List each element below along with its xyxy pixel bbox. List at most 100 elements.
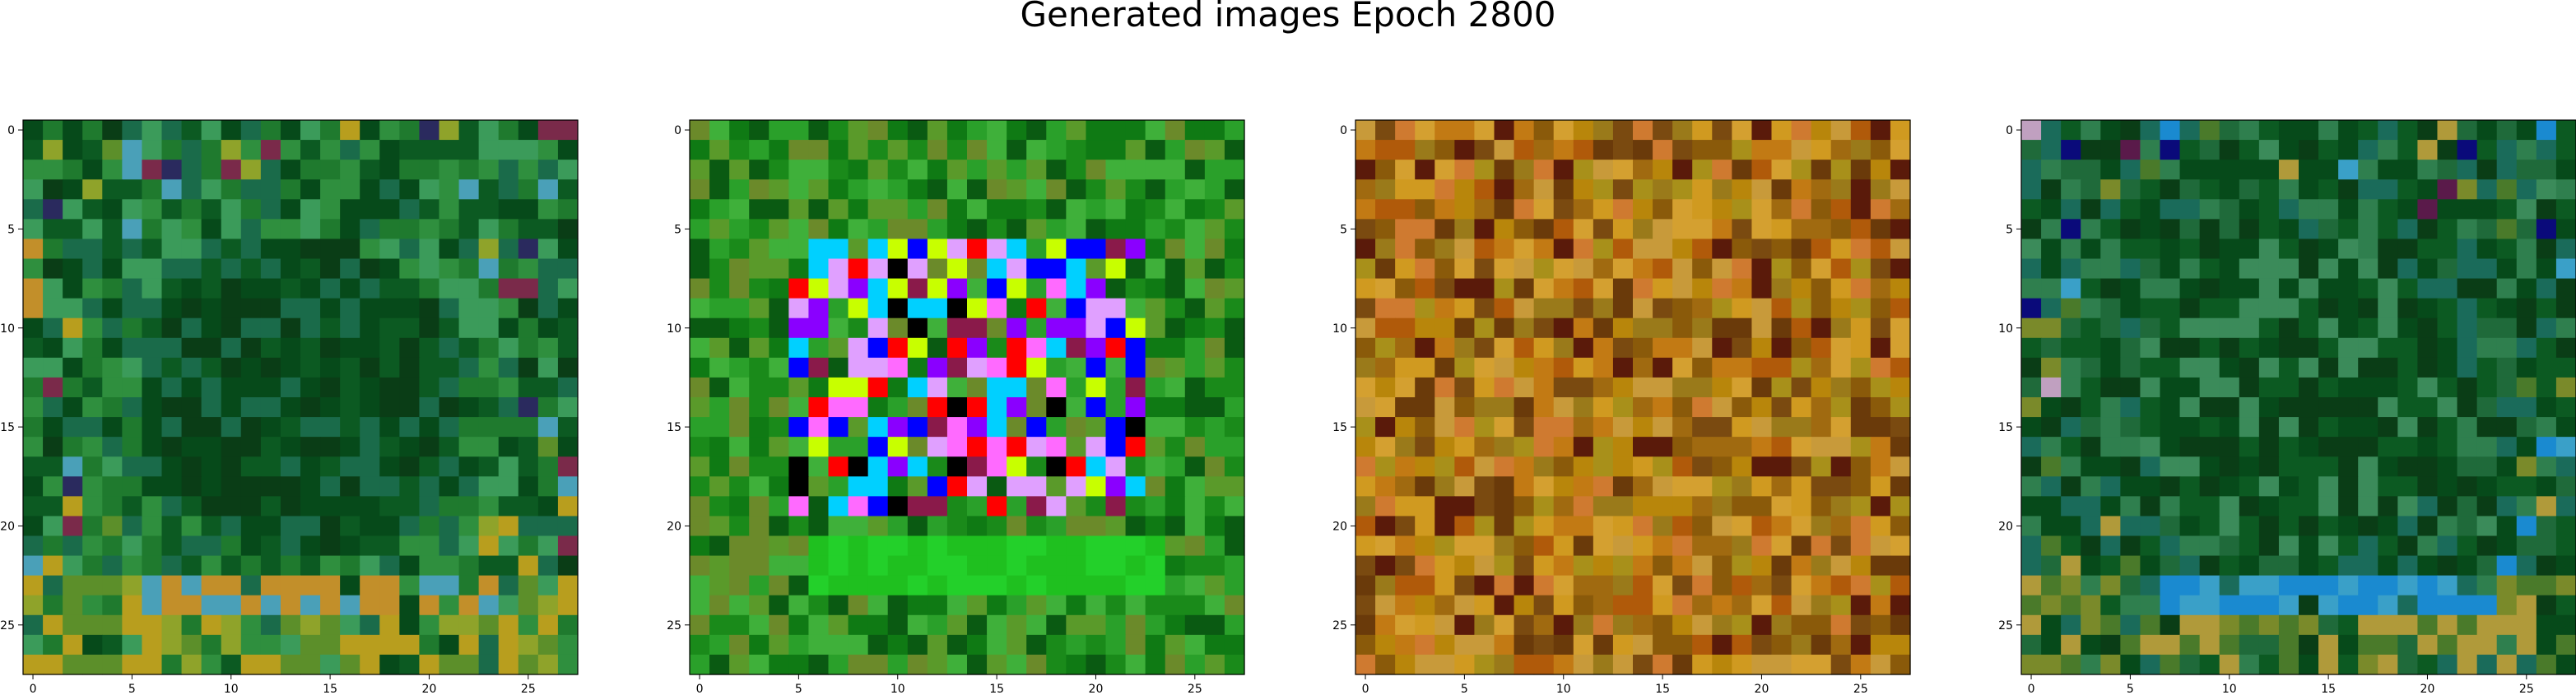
heatmap-cell bbox=[808, 377, 830, 398]
x-tick-label: 25 bbox=[1188, 683, 1202, 695]
heatmap-cell bbox=[709, 219, 730, 240]
heatmap-cell bbox=[2457, 437, 2478, 457]
heatmap-cell bbox=[2100, 317, 2121, 339]
heatmap-cell bbox=[478, 654, 500, 675]
heatmap-cell bbox=[987, 337, 1007, 359]
heatmap-cell bbox=[788, 357, 810, 378]
heatmap-cell bbox=[1046, 258, 1067, 280]
heatmap-cell bbox=[967, 516, 988, 537]
heatmap-cell bbox=[2120, 516, 2141, 537]
heatmap-cell bbox=[690, 199, 710, 220]
heatmap-cell bbox=[2140, 179, 2161, 200]
heatmap-cell bbox=[1573, 516, 1594, 537]
heatmap-cell bbox=[828, 595, 849, 616]
heatmap-cell bbox=[749, 417, 770, 438]
heatmap-cell bbox=[2378, 654, 2398, 675]
heatmap-cell bbox=[1026, 219, 1047, 240]
heatmap-cell bbox=[300, 555, 321, 577]
heatmap-cell bbox=[1712, 278, 1732, 299]
heatmap-cell bbox=[1415, 575, 1435, 596]
heatmap-cell bbox=[2496, 437, 2518, 457]
heatmap-cell bbox=[2081, 357, 2101, 378]
heatmap-cell bbox=[458, 397, 480, 418]
heatmap-cell bbox=[1890, 654, 1911, 675]
heatmap-cell bbox=[2041, 120, 2062, 141]
heatmap-cell bbox=[2041, 555, 2062, 577]
heatmap-cell bbox=[2061, 278, 2081, 299]
heatmap-cell bbox=[1204, 219, 1225, 240]
heatmap-cell bbox=[142, 456, 163, 477]
heatmap-cell bbox=[1870, 535, 1891, 557]
heatmap-cell bbox=[1145, 337, 1166, 359]
heatmap-cell bbox=[23, 219, 44, 240]
heatmap-cell bbox=[221, 456, 242, 477]
heatmap-cell bbox=[1434, 179, 1455, 200]
heatmap-cell bbox=[1066, 337, 1087, 359]
heatmap-cell bbox=[379, 595, 400, 616]
heatmap-cell bbox=[1514, 219, 1535, 240]
heatmap-cell bbox=[808, 575, 830, 596]
heatmap-cell bbox=[848, 377, 869, 398]
heatmap-cell bbox=[23, 140, 44, 160]
heatmap-cell bbox=[1514, 120, 1535, 141]
heatmap-cell bbox=[419, 317, 440, 339]
heatmap-cell bbox=[1066, 417, 1087, 438]
heatmap-cell bbox=[2476, 397, 2498, 418]
heatmap-cell bbox=[2397, 258, 2419, 280]
heatmap-cell bbox=[2318, 140, 2339, 160]
heatmap-cell bbox=[2120, 654, 2141, 675]
heatmap-cell bbox=[1355, 437, 1376, 457]
heatmap-cell bbox=[260, 516, 281, 537]
heatmap-cell bbox=[967, 298, 988, 319]
heatmap-cell bbox=[2219, 160, 2240, 180]
heatmap-cell bbox=[749, 535, 770, 557]
heatmap-cell bbox=[1224, 357, 1245, 378]
heatmap-cell bbox=[2496, 199, 2518, 220]
heatmap-cell bbox=[161, 278, 183, 299]
heatmap-cell bbox=[82, 456, 103, 477]
heatmap-cell bbox=[808, 595, 830, 616]
heatmap-cell bbox=[43, 377, 63, 398]
heatmap-cell bbox=[769, 516, 789, 537]
heatmap-cell bbox=[399, 417, 421, 438]
heatmap-cell bbox=[102, 278, 123, 299]
heatmap-cell bbox=[1811, 160, 1832, 180]
heatmap-cell bbox=[729, 219, 750, 240]
heatmap-cell bbox=[300, 377, 321, 398]
heatmap-cell bbox=[240, 496, 262, 517]
heatmap-cell bbox=[2318, 595, 2339, 616]
heatmap-cell bbox=[399, 317, 421, 339]
heatmap-cell bbox=[161, 417, 183, 438]
heatmap-cell bbox=[1751, 595, 1773, 616]
heatmap-cell bbox=[1593, 357, 1614, 378]
heatmap-cell bbox=[1007, 516, 1027, 537]
heatmap-cell bbox=[419, 437, 440, 457]
heatmap-cell bbox=[828, 160, 849, 180]
heatmap-cell bbox=[498, 595, 519, 616]
heatmap-cell bbox=[142, 160, 163, 180]
heatmap-cell bbox=[2536, 199, 2557, 220]
heatmap-cell bbox=[1890, 595, 1911, 616]
heatmap-cell bbox=[201, 634, 222, 656]
heatmap-cell bbox=[1850, 160, 1872, 180]
heatmap-cell bbox=[1751, 417, 1773, 438]
heatmap-cell bbox=[2179, 535, 2201, 557]
heatmap-cell bbox=[1395, 555, 1416, 577]
heatmap-cell bbox=[907, 140, 928, 160]
heatmap-cell bbox=[478, 199, 500, 220]
heatmap-cell bbox=[1890, 417, 1911, 438]
heatmap-cell bbox=[122, 298, 143, 319]
heatmap-cell bbox=[848, 120, 869, 141]
heatmap-cell bbox=[1454, 417, 1476, 438]
heatmap-cell bbox=[1850, 219, 1872, 240]
heatmap-cell bbox=[201, 456, 222, 477]
heatmap-cell bbox=[1086, 397, 1107, 418]
heatmap-cell bbox=[907, 337, 928, 359]
heatmap-cell bbox=[828, 417, 849, 438]
heatmap-cell bbox=[2140, 634, 2161, 656]
heatmap-cell bbox=[709, 160, 730, 180]
heatmap-cell bbox=[320, 437, 341, 457]
heatmap-cell bbox=[1395, 239, 1416, 260]
heatmap-cell bbox=[1593, 476, 1614, 497]
heatmap-cell bbox=[300, 516, 321, 537]
